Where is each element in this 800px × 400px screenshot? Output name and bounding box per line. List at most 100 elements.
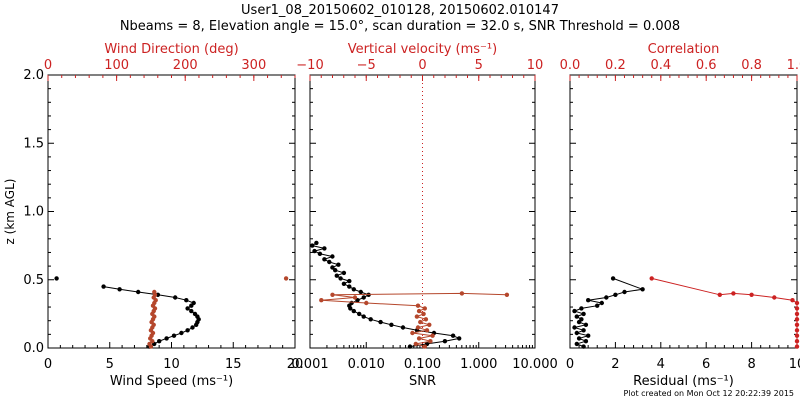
snr-data-point	[322, 257, 327, 262]
residual-data-point	[794, 317, 800, 322]
snr-data-point	[336, 262, 341, 267]
snr-data-point	[413, 341, 418, 347]
y-tick-label: 2.0	[23, 68, 44, 83]
y-tick-label: 0.5	[23, 273, 44, 288]
y-tick-label: 0.0	[23, 341, 44, 356]
snr-data-point	[361, 295, 366, 300]
residual-data-point	[581, 311, 586, 317]
snr-data-point	[330, 265, 335, 270]
snr-top-axis-label: Vertical velocity (ms⁻¹)	[348, 42, 497, 57]
wind-data-point	[179, 330, 184, 336]
snr-data-point	[314, 240, 319, 246]
wind-data-point	[189, 308, 194, 314]
snr-data-point	[361, 314, 366, 319]
wind-top-tick-label: 200	[173, 58, 198, 73]
residual-x-tick-label: 10	[789, 357, 800, 372]
snr-data-point	[378, 319, 383, 325]
residual-data-point	[579, 306, 584, 311]
wind-data-point	[283, 276, 289, 281]
residual-x-axis-label: Residual (ms⁻¹)	[633, 374, 734, 389]
snr-data-point	[349, 300, 354, 306]
snr-data-point	[415, 303, 421, 308]
snr-data-point	[442, 339, 448, 344]
snr-data-point	[310, 243, 315, 248]
snr-data-point	[416, 308, 422, 314]
residual-top-tick-label: 0.8	[741, 58, 762, 73]
residual-x-tick-label: 6	[702, 357, 710, 372]
snr-data-point	[504, 292, 510, 297]
residual-top-tick-label: 0.2	[605, 58, 626, 73]
snr-data-point	[457, 336, 462, 341]
residual-data-point	[613, 292, 618, 297]
wind-data-point	[136, 289, 141, 295]
snr-data-point	[357, 311, 362, 317]
snr-data-point	[334, 273, 339, 278]
residual-data-point	[772, 295, 777, 300]
residual-data-point	[794, 328, 800, 333]
residual-data-point	[717, 292, 722, 297]
snr-data-point	[422, 344, 427, 349]
snr-data-point	[418, 319, 423, 325]
snr-data-point	[351, 308, 356, 314]
wind-data-point	[147, 341, 152, 347]
snr-data-point	[322, 246, 327, 251]
residual-top-tick-label: 1.0	[787, 58, 800, 73]
wind-x-tick-label: 0	[44, 357, 52, 372]
snr-data-point	[319, 298, 324, 303]
y-axis-label: z (km AGL)	[3, 179, 17, 245]
snr-data-point	[338, 276, 343, 281]
wind-data-point	[192, 311, 198, 317]
chart-title-line-1: User1_08_20150602_010128, 20150602.01014…	[241, 3, 559, 18]
y-tick-label: 1.5	[23, 136, 44, 151]
residual-data-point	[576, 336, 582, 341]
residual-data-point	[749, 292, 754, 297]
snr-data-point	[422, 306, 427, 311]
snr-data-point	[430, 333, 435, 338]
snr-data-point	[400, 325, 406, 330]
residual-data-point	[622, 289, 627, 295]
residual-data-point	[572, 325, 577, 330]
wind-x-tick-label: 10	[163, 357, 180, 372]
snr-x-tick-label: 1.000	[460, 357, 497, 372]
snr-data-point	[347, 284, 352, 289]
wind-data-point	[171, 333, 177, 338]
residual-data-point	[581, 328, 586, 333]
snr-data-point	[424, 328, 430, 333]
snr-top-tick-label: 5	[475, 58, 483, 73]
snr-top-tick-label: −10	[296, 58, 323, 73]
wind-x-tick-label: 5	[106, 357, 114, 372]
snr-x-tick-label: 0.001	[291, 357, 328, 372]
residual-data-point	[574, 330, 579, 336]
residual-data-point	[574, 314, 579, 319]
residual-x-tick-label: 2	[611, 357, 619, 372]
wind-x-tick-label: 20	[287, 357, 304, 372]
residual-data-point	[731, 291, 736, 296]
residual-data-point	[586, 298, 591, 303]
snr-data-point	[368, 317, 373, 322]
residual-data-point	[574, 341, 579, 347]
wind-data-point	[54, 276, 59, 281]
residual-data-point	[794, 322, 800, 327]
wind-top-tick-label: 300	[241, 58, 266, 73]
wind-top-tick-label: 0	[44, 58, 52, 73]
snr-data-point	[351, 287, 356, 292]
wind-data-point	[157, 339, 162, 344]
residual-top-axis-label: Correlation	[648, 42, 720, 57]
snr-data-point	[459, 291, 465, 296]
snr-data-point	[421, 311, 426, 317]
residual-data-point	[794, 311, 800, 317]
snr-data-point	[407, 344, 413, 349]
residual-data-point	[794, 344, 800, 349]
snr-data-point	[352, 295, 358, 300]
snr-data-point	[333, 268, 338, 273]
residual-data-point	[599, 300, 604, 306]
snr-data-point	[312, 248, 317, 254]
wind-data-point	[152, 289, 157, 295]
residual-data-point	[583, 322, 589, 327]
snr-data-point	[364, 300, 369, 306]
snr-data-point	[423, 317, 429, 322]
wind-x-axis-label: Wind Speed (ms⁻¹)	[110, 374, 233, 389]
residual-data-point	[583, 339, 589, 344]
plot-created-footer: Plot created on Mon Oct 12 20:22:39 2015	[623, 389, 794, 398]
